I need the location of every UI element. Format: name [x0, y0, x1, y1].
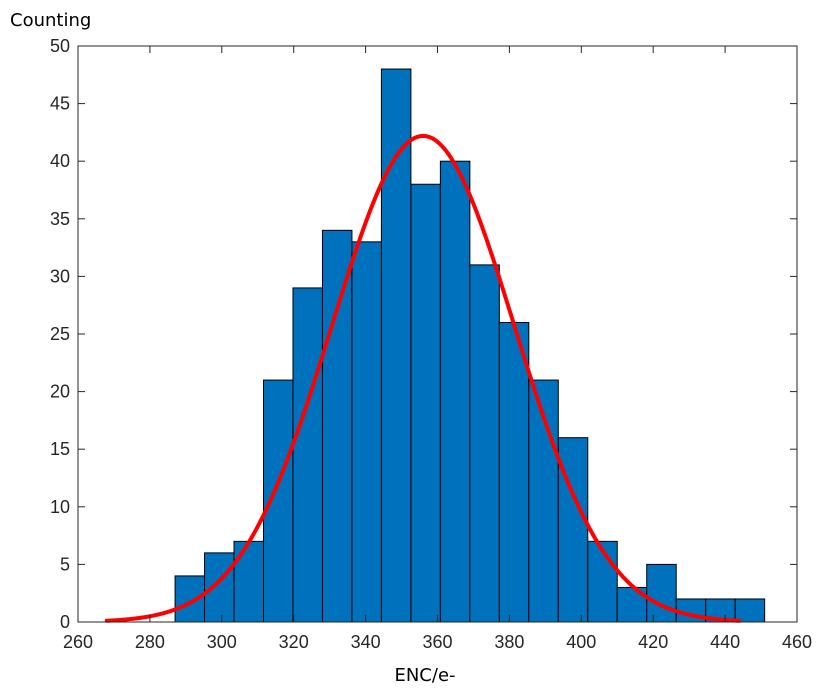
histogram-bar-4: [263, 379, 294, 623]
y-tick-label: 30: [50, 266, 70, 286]
y-tick-label: 45: [50, 94, 70, 114]
y-tick-label: 35: [50, 209, 70, 229]
x-tick-label: 400: [566, 632, 596, 652]
y-axis-label: Counting: [10, 10, 91, 31]
histogram-bar-10: [439, 160, 471, 623]
x-axis-ticks: 260 280 300 320 340 360 380 400 420 440 460: [63, 46, 812, 652]
x-tick-label: 340: [351, 632, 381, 652]
histogram-bar-2: [204, 552, 235, 623]
histogram-bar-20: [734, 598, 766, 623]
histogram-bars: [174, 68, 766, 623]
y-tick-label: 40: [50, 151, 70, 171]
histogram-bar-9: [410, 183, 441, 623]
histogram-bar-6: [321, 229, 353, 623]
histogram-bar-7: [351, 241, 382, 623]
x-tick-label: 360: [422, 632, 452, 652]
x-tick-label: 260: [63, 632, 93, 652]
y-tick-label: 20: [50, 382, 70, 402]
x-tick-label: 460: [782, 632, 812, 652]
y-tick-label: 10: [50, 497, 70, 517]
x-axis-label: ENC/e-: [394, 665, 455, 686]
y-tick-label: 0: [60, 612, 70, 632]
histogram-bar-11: [469, 264, 500, 623]
y-axis-ticks: 0 5 10 15 20 25 30 35 40 45 50: [50, 36, 797, 632]
x-tick-label: 420: [638, 632, 668, 652]
histogram-bar-5: [292, 287, 323, 623]
y-tick-label: 15: [50, 439, 70, 459]
gaussian-fit-layer: [104, 133, 742, 623]
x-tick-label: 380: [494, 632, 524, 652]
x-tick-label: 440: [710, 632, 740, 652]
x-tick-label: 300: [207, 632, 237, 652]
histogram-bar-12: [498, 321, 530, 623]
y-tick-label: 25: [50, 324, 70, 344]
gaussian-fit-curve: [104, 133, 742, 623]
histogram-bar-8: [380, 68, 412, 623]
histogram-bar-17: [646, 563, 677, 623]
y-tick-label: 50: [50, 36, 70, 56]
x-tick-label: 320: [279, 632, 309, 652]
histogram-bar-15: [587, 540, 618, 623]
y-tick-label: 5: [60, 554, 70, 574]
x-tick-label: 280: [135, 632, 165, 652]
histogram-bar-3: [233, 540, 265, 623]
